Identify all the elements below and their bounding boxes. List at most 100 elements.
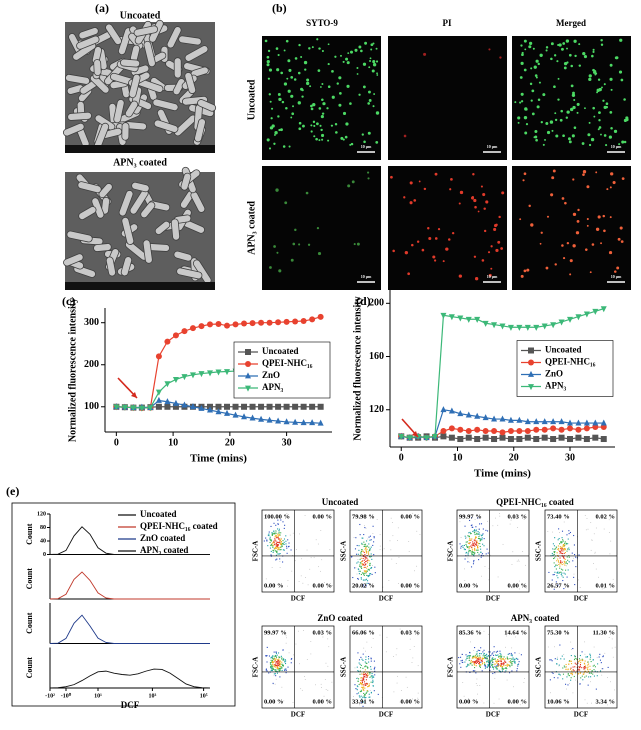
cell-dot	[356, 242, 360, 246]
legend-marker	[528, 359, 534, 366]
event-dot	[368, 582, 370, 584]
event-dot	[366, 548, 368, 550]
event-dot	[548, 571, 550, 574]
event-dot	[517, 663, 519, 666]
event-dot	[467, 552, 469, 554]
event-dot	[275, 550, 277, 552]
cell-dot	[595, 171, 598, 174]
event-dot	[494, 673, 496, 675]
event-dot	[263, 540, 265, 542]
event-dot	[365, 585, 367, 587]
event-dot	[513, 686, 514, 688]
event-dot	[484, 665, 487, 667]
cell-dot	[376, 74, 379, 76]
cell-dot	[392, 249, 395, 253]
event-dot	[372, 681, 374, 684]
legend-marker	[528, 347, 534, 354]
event-dot	[477, 533, 480, 535]
event-dot	[564, 558, 566, 560]
event-dot	[469, 550, 472, 552]
event-dot	[277, 553, 279, 555]
event-dot	[479, 534, 481, 536]
marker	[172, 377, 179, 384]
event-dot	[272, 542, 274, 544]
event-dot	[471, 657, 473, 659]
event-dot	[417, 665, 419, 667]
legend-label: QPEI-NHC₁₆	[262, 358, 313, 368]
event-dot	[276, 543, 278, 545]
event-dot	[270, 656, 272, 658]
event-dot	[563, 544, 565, 546]
event-dot	[364, 694, 366, 696]
cell-dot	[282, 145, 286, 148]
cell-dot	[276, 251, 279, 254]
cell-dot	[294, 57, 298, 60]
marker	[507, 436, 514, 443]
event-dot	[490, 659, 492, 661]
y-axis-label: SSC-A	[535, 541, 543, 561]
event-dot	[365, 692, 367, 694]
event-dot	[363, 695, 365, 697]
cell-dot	[470, 196, 474, 200]
event-dot	[273, 651, 275, 653]
event-dot	[475, 656, 477, 658]
event-dot	[364, 693, 366, 696]
bacterium	[89, 74, 110, 94]
event-dot	[368, 685, 370, 687]
event-dot	[370, 567, 372, 569]
marker	[440, 312, 447, 319]
cell-dot	[585, 248, 588, 251]
marker	[181, 328, 188, 335]
event-dot	[275, 540, 277, 542]
event-dot	[277, 659, 279, 661]
event-dot	[356, 693, 358, 695]
event-dot	[278, 668, 280, 670]
cell-dot	[603, 229, 606, 233]
event-dot	[469, 561, 471, 563]
event-dot	[273, 664, 275, 666]
scale-bar-label: 10 μm	[611, 144, 622, 149]
event-dot	[501, 667, 503, 669]
cell-dot	[266, 55, 270, 59]
event-dot	[555, 581, 557, 583]
event-dot	[480, 653, 482, 655]
event-dot	[396, 682, 398, 684]
x-tick-label: 20	[509, 452, 519, 463]
marker	[541, 434, 548, 441]
event-dot	[466, 657, 468, 659]
cell-dot	[488, 48, 491, 51]
event-dot	[275, 547, 277, 549]
event-dot	[274, 547, 276, 549]
event-dot	[364, 687, 366, 689]
event-dot	[367, 575, 369, 578]
event-dot	[476, 659, 478, 661]
event-dot	[352, 586, 354, 588]
cell-dot	[572, 244, 576, 248]
cell-dot	[477, 210, 480, 213]
event-dot	[501, 655, 503, 657]
event-dot	[491, 666, 493, 668]
event-dot	[475, 672, 477, 674]
cell-dot	[572, 105, 576, 110]
event-dot	[517, 665, 519, 667]
marker	[558, 319, 565, 326]
marker	[275, 319, 282, 326]
cell-dot	[437, 228, 441, 231]
event-dot	[354, 684, 356, 686]
event-dot	[374, 666, 376, 668]
quadrant-value: 100.00 %	[264, 513, 290, 520]
bacterium	[128, 73, 141, 99]
marker	[164, 338, 171, 345]
event-dot	[277, 536, 279, 539]
event-dot	[267, 545, 269, 547]
event-dot	[516, 668, 518, 670]
event-dot	[360, 702, 362, 704]
event-dot	[553, 573, 555, 576]
event-dot	[571, 672, 573, 674]
event-dot	[553, 677, 555, 679]
marker	[292, 318, 299, 325]
event-dot	[607, 704, 608, 706]
event-dot	[554, 537, 556, 539]
event-dot	[465, 659, 467, 661]
cell-dot	[313, 135, 316, 138]
